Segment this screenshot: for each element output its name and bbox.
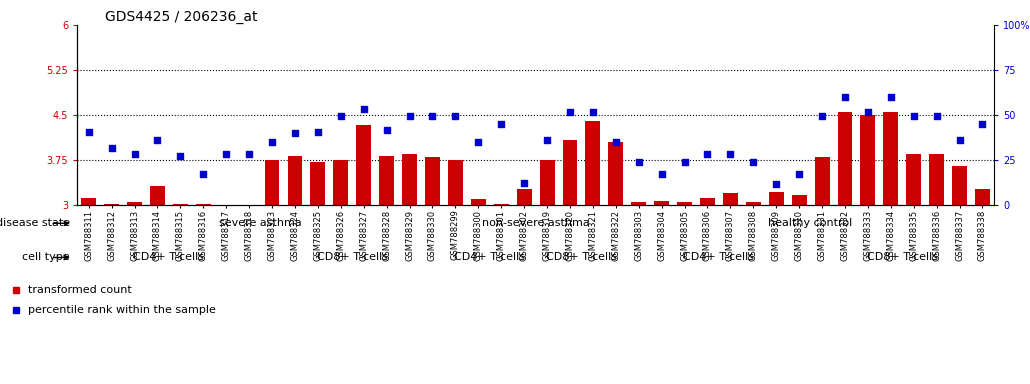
- Point: [195, 171, 211, 177]
- Point: [149, 137, 166, 144]
- Bar: [654, 200, 670, 205]
- Point: [722, 151, 739, 157]
- Bar: [173, 204, 187, 205]
- Text: non-severe asthma: non-severe asthma: [482, 218, 589, 228]
- Bar: [815, 157, 829, 205]
- Point: [241, 151, 258, 157]
- Bar: [471, 199, 486, 205]
- Text: disease state: disease state: [0, 218, 70, 228]
- Bar: [723, 194, 737, 205]
- Bar: [81, 198, 96, 205]
- Bar: [287, 156, 303, 205]
- Bar: [334, 161, 348, 205]
- Text: severe asthma: severe asthma: [219, 218, 302, 228]
- Bar: [356, 126, 371, 205]
- Point: [80, 129, 97, 135]
- Text: CD8+ T-cells: CD8+ T-cells: [317, 252, 387, 263]
- Bar: [493, 204, 509, 205]
- Point: [286, 130, 303, 136]
- Point: [402, 113, 418, 119]
- Bar: [837, 112, 853, 205]
- Bar: [265, 161, 279, 205]
- Point: [470, 139, 486, 146]
- Text: healthy control: healthy control: [768, 218, 853, 228]
- Bar: [746, 202, 761, 205]
- Bar: [150, 186, 165, 205]
- Text: CD4+ T-cells: CD4+ T-cells: [134, 252, 204, 263]
- Point: [768, 181, 785, 187]
- Bar: [792, 195, 806, 205]
- Bar: [104, 204, 119, 205]
- Point: [952, 137, 968, 144]
- Point: [447, 113, 464, 119]
- Point: [355, 106, 372, 112]
- Bar: [609, 142, 623, 205]
- Point: [608, 139, 624, 146]
- Point: [424, 113, 441, 119]
- Text: CD4+ T-cells: CD4+ T-cells: [684, 252, 754, 263]
- Point: [172, 153, 188, 159]
- Point: [860, 109, 877, 115]
- Bar: [700, 198, 715, 205]
- Text: transformed count: transformed count: [28, 285, 132, 295]
- Point: [883, 94, 899, 100]
- Bar: [402, 154, 417, 205]
- Point: [630, 159, 647, 165]
- Point: [493, 121, 510, 127]
- Point: [791, 171, 808, 177]
- Point: [745, 159, 761, 165]
- Point: [836, 94, 853, 100]
- Bar: [860, 115, 876, 205]
- Point: [653, 171, 670, 177]
- Point: [103, 145, 119, 151]
- Text: CD4+ T-cells: CD4+ T-cells: [454, 252, 525, 263]
- Bar: [425, 157, 440, 205]
- Text: CD8+ T-cells: CD8+ T-cells: [546, 252, 617, 263]
- Bar: [196, 204, 211, 205]
- Text: cell type: cell type: [23, 252, 70, 263]
- Bar: [929, 154, 945, 205]
- Point: [516, 179, 533, 185]
- Point: [928, 113, 945, 119]
- Point: [539, 137, 555, 144]
- Point: [333, 113, 349, 119]
- Bar: [631, 202, 646, 205]
- Point: [378, 127, 394, 133]
- Bar: [310, 162, 325, 205]
- Bar: [884, 112, 898, 205]
- Point: [814, 113, 830, 119]
- Point: [905, 113, 922, 119]
- Point: [699, 151, 716, 157]
- Bar: [677, 202, 692, 205]
- Point: [264, 139, 280, 146]
- Bar: [562, 141, 578, 205]
- Point: [218, 151, 235, 157]
- Bar: [768, 192, 784, 205]
- Point: [310, 129, 327, 135]
- Point: [127, 151, 143, 157]
- Point: [974, 121, 991, 127]
- Point: [677, 159, 693, 165]
- Bar: [585, 121, 600, 205]
- Bar: [517, 189, 531, 205]
- Text: percentile rank within the sample: percentile rank within the sample: [28, 305, 216, 314]
- Bar: [448, 161, 462, 205]
- Bar: [906, 154, 921, 205]
- Text: GDS4425 / 206236_at: GDS4425 / 206236_at: [105, 10, 258, 24]
- Point: [561, 109, 578, 115]
- Text: CD8+ T-cells: CD8+ T-cells: [867, 252, 937, 263]
- Bar: [540, 161, 554, 205]
- Bar: [952, 166, 967, 205]
- Bar: [379, 156, 394, 205]
- Bar: [127, 202, 142, 205]
- Point: [585, 109, 602, 115]
- Bar: [975, 189, 990, 205]
